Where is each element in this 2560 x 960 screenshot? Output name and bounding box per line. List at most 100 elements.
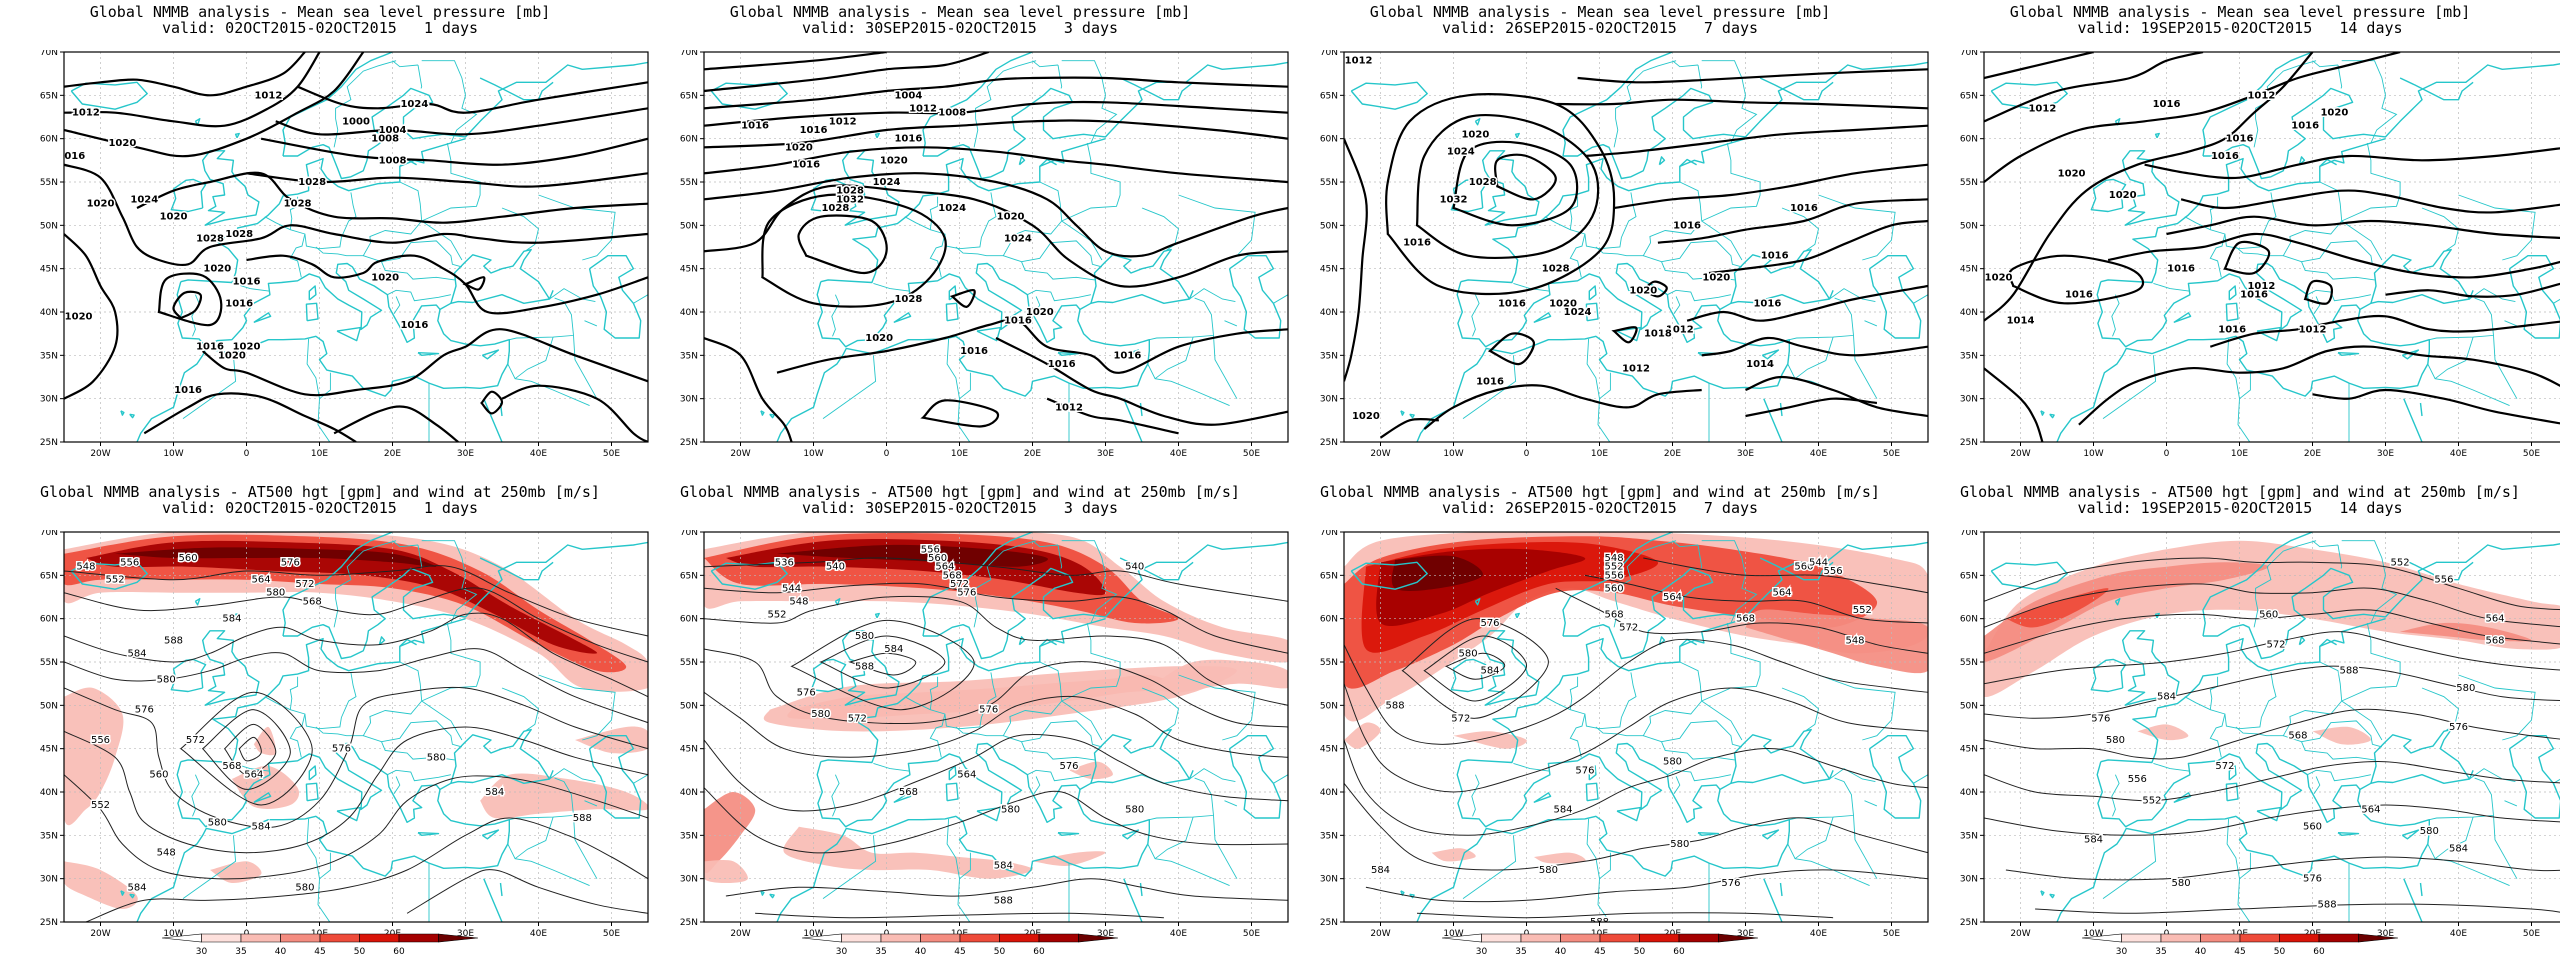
coastline [417, 832, 440, 836]
country-border [2312, 540, 2339, 548]
lon-tick-label: 10W [163, 929, 183, 939]
contour-label: 568 [943, 570, 962, 581]
country-border [2341, 60, 2398, 144]
contour-label: 1016 [2218, 324, 2246, 335]
isobar [333, 405, 459, 442]
coastline [305, 302, 319, 322]
coastline [1456, 742, 1721, 828]
height-contour [1344, 782, 1928, 871]
country-border [1273, 774, 1288, 784]
coastline [2384, 543, 2560, 618]
contour-label: 548 [76, 562, 95, 573]
colorbar-swatch [959, 933, 1000, 943]
country-border [1273, 294, 1288, 304]
country-border [2111, 294, 2120, 337]
contour-label: 1004 [894, 90, 922, 101]
country-border [944, 672, 997, 730]
coastline [1039, 638, 1057, 647]
lat-tick-label: 35N [1960, 831, 1978, 841]
contour-label: 1020 [233, 342, 261, 353]
coastline [893, 312, 912, 324]
isobar [704, 172, 1288, 258]
country-border [2209, 676, 2219, 710]
lon-tick-label: 50E [603, 929, 620, 939]
isobar [920, 399, 1000, 428]
coastline [893, 792, 912, 804]
isobar [1657, 198, 1928, 244]
lon-tick-label: 20W [1370, 929, 1390, 939]
panel-title: Global NMMB analysis - Mean sea level pr… [2009, 3, 2471, 21]
coastline [769, 413, 775, 419]
coastline [1139, 882, 1143, 897]
panel-title: Global NMMB analysis - AT500 hgt [gpm] a… [40, 483, 600, 501]
contour-label: 1028 [1542, 264, 1570, 275]
lat-tick-label: 30N [680, 875, 698, 885]
contour-label: 1016 [2226, 134, 2254, 145]
colorbar-tick-label: 60 [2313, 947, 2325, 957]
coastline [923, 87, 1106, 180]
country-border [2153, 282, 2190, 292]
lat-tick-label: 60N [680, 135, 698, 145]
lon-tick-label: 10E [2231, 449, 2248, 459]
country-border [1829, 768, 1876, 783]
coastline [1079, 290, 1194, 311]
wind-speed-shading [64, 861, 138, 909]
lat-tick-label: 50N [1960, 221, 1978, 231]
coastline [1563, 567, 1746, 660]
country-border [514, 816, 554, 860]
country-border [1864, 320, 1878, 327]
lon-tick-label: 10E [311, 449, 328, 459]
contour-label: 560 [928, 553, 947, 564]
colorbar-tick-label: 35 [2155, 947, 2166, 957]
lat-tick-label: 70N [680, 50, 698, 58]
contour-label: 584 [2449, 843, 2468, 854]
coastline [923, 567, 1106, 660]
contour-label: 548 [1845, 635, 1864, 646]
country-border [1141, 207, 1180, 251]
contour-label: 548 [789, 596, 808, 607]
isobar [1487, 332, 1535, 366]
contour-label: 1028 [836, 186, 864, 197]
country-border [1033, 296, 1041, 314]
wind-speed-shading [1149, 659, 1288, 693]
coastline [481, 349, 500, 360]
contour-label: 1016 [1476, 376, 1504, 387]
height-contour [406, 869, 648, 914]
country-border [549, 288, 596, 303]
contour-label: 552 [1853, 605, 1872, 616]
coastline [378, 636, 386, 646]
lat-tick-label: 45N [1960, 745, 1978, 755]
lat-tick-label: 60N [1960, 615, 1978, 625]
wind-speed-shading [1344, 722, 1381, 749]
contour-label: 1016 [196, 342, 224, 353]
coastline [253, 312, 272, 324]
contour-label: 1024 [1004, 233, 1032, 244]
panel-title: Global NMMB analysis - AT500 hgt [gpm] a… [680, 483, 1240, 501]
contour-label: 548 [1605, 553, 1624, 564]
map-z500-7day: 5485525565605645685725765805845885805765… [1320, 530, 1929, 939]
coastline [2337, 832, 2360, 836]
height-contour [64, 612, 648, 698]
coastline [1563, 87, 1746, 180]
lat-tick-label: 65N [1960, 571, 1978, 581]
lat-tick-label: 30N [1320, 875, 1338, 885]
country-border [1586, 818, 1611, 922]
coastline [64, 811, 65, 812]
isobar [1344, 138, 1368, 382]
country-border [1224, 800, 1238, 807]
coastline [180, 138, 466, 284]
coastline [42, 323, 49, 325]
panel-valid: valid: 26SEP2015-02OCT2015 7 days [1441, 19, 1759, 37]
contour-label: 1016 [1753, 298, 1781, 309]
coastline [305, 782, 319, 802]
coastline [1759, 77, 1834, 101]
contour-label: 580 [1670, 839, 1689, 850]
contour-label: 572 [2266, 640, 2285, 651]
country-border [1586, 338, 1611, 442]
contour-label: 576 [957, 588, 976, 599]
coastline [776, 789, 1150, 922]
country-border [2224, 672, 2277, 730]
contour-label: 564 [935, 562, 954, 573]
contour-label: 584 [1553, 804, 1572, 815]
coastline [976, 326, 1002, 342]
